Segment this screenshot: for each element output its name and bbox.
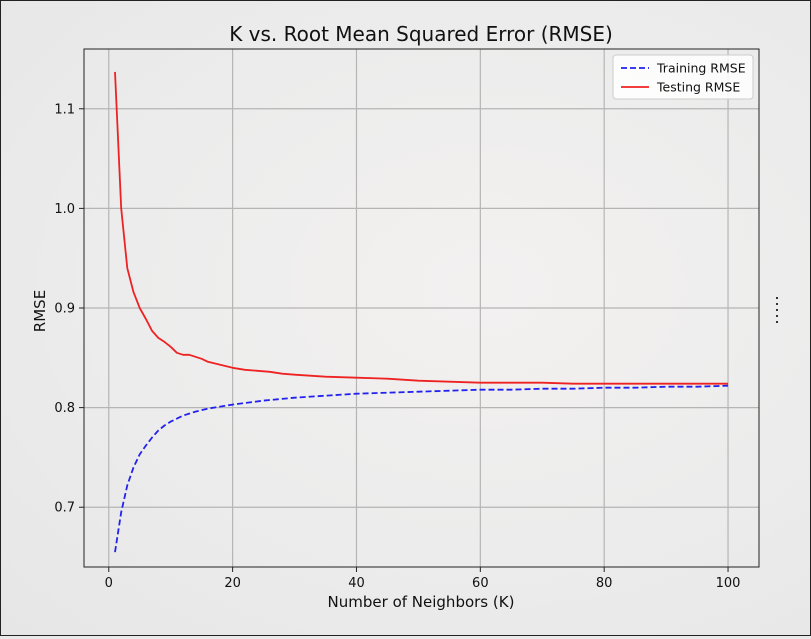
training-rmse-line	[114, 384, 729, 553]
x-tick-label: 20	[224, 576, 241, 591]
x-tick-label: 100	[716, 576, 741, 591]
y-tick-label: 0.8	[54, 401, 75, 416]
x-tick-label: 80	[596, 576, 613, 591]
legend-label: Testing RMSE	[656, 80, 740, 95]
x-tick-label: 0	[105, 576, 113, 591]
x-axis-label: Number of Neighbors (K)	[328, 593, 515, 611]
chart-title: K vs. Root Mean Squared Error (RMSE)	[229, 22, 613, 46]
y-tick-label: 0.7	[54, 501, 75, 516]
legend: Training RMSE Testing RMSE	[612, 54, 754, 100]
y-tick-label: 0.9	[54, 302, 75, 317]
grid	[84, 49, 759, 567]
x-tick-label: 60	[472, 576, 489, 591]
series-layer	[114, 71, 729, 553]
y-tick-label: 1.0	[54, 202, 75, 217]
legend-box	[612, 54, 754, 100]
axis-ticks: 0 20 40 60 80 100 0.7 0.8 0.9 1.0 1.1	[54, 102, 740, 591]
y-tick-label: 1.1	[54, 102, 75, 117]
legend-label: Training RMSE	[656, 61, 746, 76]
y-axis-label: RMSE	[31, 290, 49, 332]
testing-rmse-line	[114, 71, 728, 385]
x-tick-label: 40	[348, 576, 365, 591]
